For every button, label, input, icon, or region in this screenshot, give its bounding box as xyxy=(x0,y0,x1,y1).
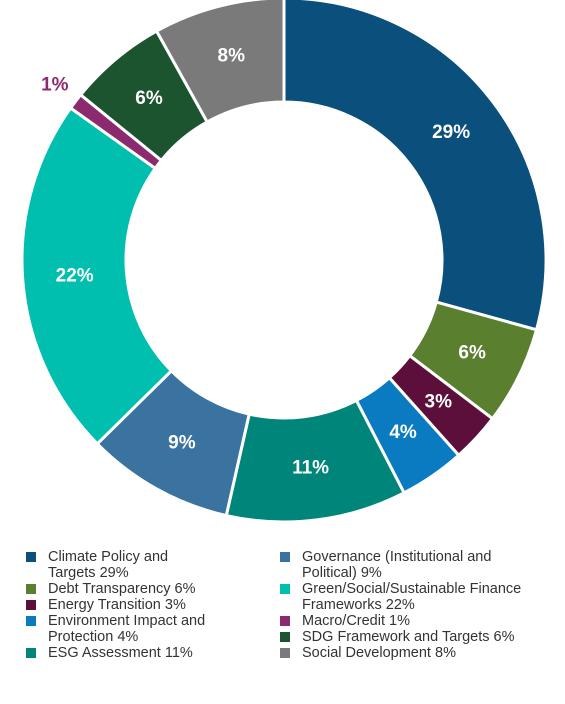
legend-label: Environment Impact and Protection 4% xyxy=(48,613,213,645)
data-label: 4% xyxy=(389,422,417,443)
legend-name: SDG Framework and Targets xyxy=(302,629,490,645)
legend-column: Climate Policy and Targets 29% Debt Trans… xyxy=(26,549,280,661)
legend-item: Energy Transition 3% xyxy=(26,597,280,613)
legend-label: Debt Transparency 6% xyxy=(48,581,213,597)
legend-value: 4% xyxy=(117,629,139,645)
legend-label: Social Development 8% xyxy=(302,645,530,661)
donut: 29% 6% 3% 4% 11% 9% 22% 1% 6% 8% xyxy=(20,0,548,524)
legend: Climate Policy and Targets 29% Debt Trans… xyxy=(26,549,530,661)
legend-name: Green/Social/Sustainable Finance Framewo… xyxy=(302,581,522,613)
legend-label: Macro/Credit 1% xyxy=(302,613,530,629)
legend-swatch xyxy=(280,616,290,626)
data-label: 6% xyxy=(458,342,486,363)
segment xyxy=(154,0,286,124)
legend-value: 11% xyxy=(164,645,193,661)
legend-label: SDG Framework and Targets 6% xyxy=(302,629,530,645)
legend-swatch xyxy=(26,584,36,594)
legend-name: Social Development xyxy=(302,645,431,661)
segment xyxy=(282,0,548,332)
legend-label: Governance (Institutional and Political)… xyxy=(302,549,530,581)
legend-label: Climate Policy and Targets 29% xyxy=(48,549,213,581)
legend-name: Debt Transparency xyxy=(48,581,171,597)
legend-value: 3% xyxy=(164,597,186,613)
legend-item: Governance (Institutional and Political)… xyxy=(280,549,530,581)
legend-swatch xyxy=(280,632,290,642)
legend-label: Energy Transition 3% xyxy=(48,597,213,613)
legend-swatch xyxy=(26,648,36,658)
data-label: 1% xyxy=(41,75,69,96)
data-label: 9% xyxy=(168,433,196,454)
legend-item: Debt Transparency 6% xyxy=(26,581,280,597)
legend-swatch xyxy=(280,552,290,562)
legend-name: Macro/Credit xyxy=(302,613,385,629)
legend-swatch xyxy=(26,600,36,610)
segment xyxy=(20,105,174,446)
legend-column: Governance (Institutional and Political)… xyxy=(280,549,530,661)
legend-label: Green/Social/Sustainable Finance Framewo… xyxy=(302,581,530,613)
legend-item: Climate Policy and Targets 29% xyxy=(26,549,280,581)
data-label: 8% xyxy=(218,46,246,67)
legend-value: 1% xyxy=(389,613,410,629)
data-label: 29% xyxy=(432,122,470,143)
legend-item: SDG Framework and Targets 6% xyxy=(280,629,530,645)
legend-value: 22% xyxy=(385,597,415,613)
data-label: 3% xyxy=(425,392,453,413)
legend-item: ESG Assessment 11% xyxy=(26,645,280,661)
legend-item: Social Development 8% xyxy=(280,645,530,661)
legend-name: Governance (Institutional and Political) xyxy=(302,549,492,581)
legend-item: Macro/Credit 1% xyxy=(280,613,530,629)
legend-name: Energy Transition xyxy=(48,597,161,613)
legend-swatch xyxy=(26,616,36,626)
data-label: 6% xyxy=(135,88,163,109)
legend-item: Green/Social/Sustainable Finance Framewo… xyxy=(280,581,530,613)
legend-name: Climate Policy and Targets xyxy=(48,549,169,581)
legend-swatch xyxy=(280,584,290,594)
legend-label: ESG Assessment 11% xyxy=(48,645,213,661)
legend-name: Environment Impact and Protection xyxy=(48,613,206,645)
data-label: 11% xyxy=(292,457,329,478)
legend-value: 6% xyxy=(493,629,515,645)
legend-swatch xyxy=(26,552,36,562)
legend-name: ESG Assessment xyxy=(48,645,161,661)
legend-swatch xyxy=(280,648,290,658)
data-label: 22% xyxy=(56,266,94,287)
legend-value: 29% xyxy=(99,565,129,581)
legend-item: Environment Impact and Protection 4% xyxy=(26,613,280,645)
legend-value: 9% xyxy=(360,565,382,581)
legend-value: 8% xyxy=(435,645,456,661)
legend-value: 6% xyxy=(174,581,196,597)
